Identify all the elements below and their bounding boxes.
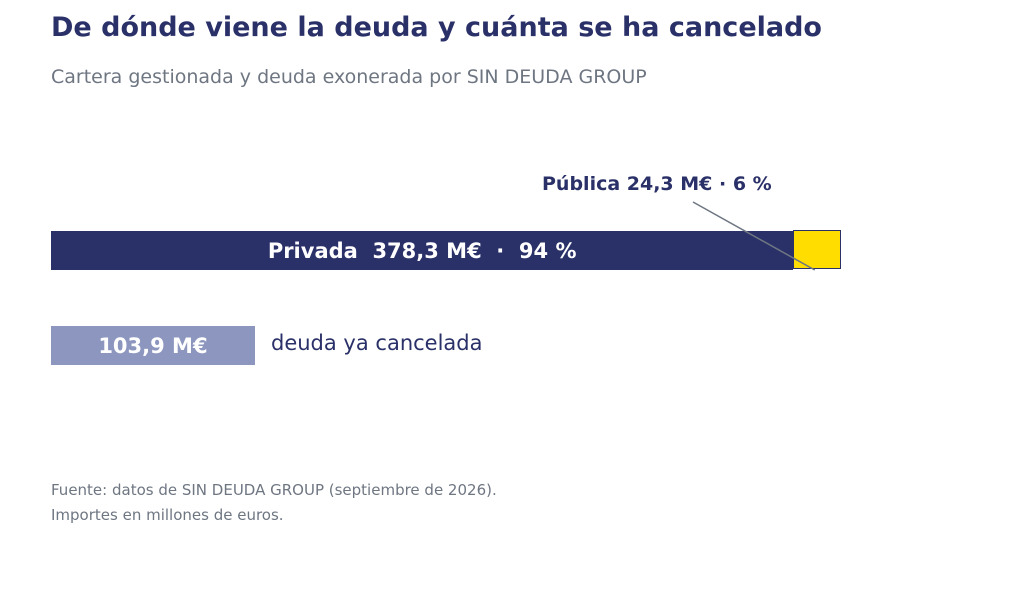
source-line-1: Fuente: datos de SIN DEUDA GROUP (septie… [51,481,497,499]
chart-subtitle: Cartera gestionada y deuda exonerada por… [51,66,647,88]
source-note: Fuente: datos de SIN DEUDA GROUP (septie… [51,478,497,528]
bar-private-debt: Privada 378,3 M€ · 94 % [51,231,794,270]
bar-private-label: Privada 378,3 M€ · 94 % [267,238,577,263]
chart-title: De dónde viene la deuda y cuánta se ha c… [51,12,822,43]
source-line-2: Importes en millones de euros. [51,506,284,524]
cancelled-caption: deuda ya cancelada [271,331,483,355]
bar-public-debt [793,230,841,269]
bar-cancelled-label: 103,9 M€ [98,333,208,358]
public-callout-label: Pública 24,3 M€ · 6 % [542,173,772,195]
bar-cancelled-debt: 103,9 M€ [51,326,255,365]
